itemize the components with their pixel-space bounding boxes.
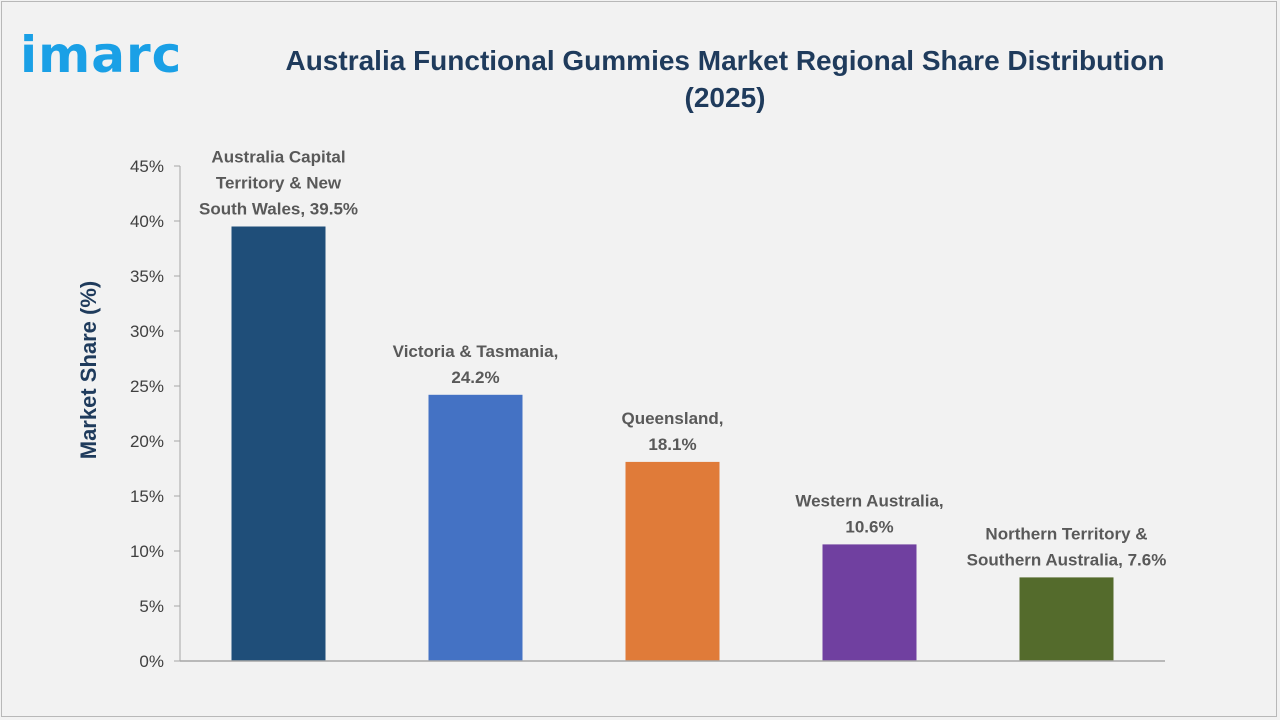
data-label: Southern Australia, 7.6% <box>967 550 1167 569</box>
data-label: Australia Capital <box>211 148 345 167</box>
data-label: Territory & New <box>216 174 342 193</box>
bar <box>1019 577 1114 661</box>
y-tick-label: 45% <box>130 157 164 176</box>
bar <box>231 226 326 661</box>
y-tick-label: 25% <box>130 377 164 396</box>
data-label: Queensland, <box>621 409 723 428</box>
y-tick-label: 20% <box>130 432 164 451</box>
y-tick-label: 0% <box>139 652 164 671</box>
y-tick-label: 15% <box>130 487 164 506</box>
data-label: Victoria & Tasmania, <box>393 342 559 361</box>
data-label: Western Australia, <box>795 491 943 510</box>
data-label: 18.1% <box>648 435 696 454</box>
data-label: South Wales, 39.5% <box>199 200 358 219</box>
bar <box>428 394 523 661</box>
bar <box>625 461 720 661</box>
imarc-logo: imarc <box>20 26 183 84</box>
y-tick-label: 5% <box>139 597 164 616</box>
data-label: 24.2% <box>451 368 499 387</box>
y-tick-label: 35% <box>130 267 164 286</box>
bar <box>822 544 917 661</box>
data-label: 10.6% <box>845 517 893 536</box>
chart-title: Australia Functional Gummies Market Regi… <box>285 45 1165 113</box>
y-tick-label: 30% <box>130 322 164 341</box>
y-tick-label: 40% <box>130 212 164 231</box>
y-tick-label: 10% <box>130 542 164 561</box>
data-label: Northern Territory & <box>985 524 1147 543</box>
